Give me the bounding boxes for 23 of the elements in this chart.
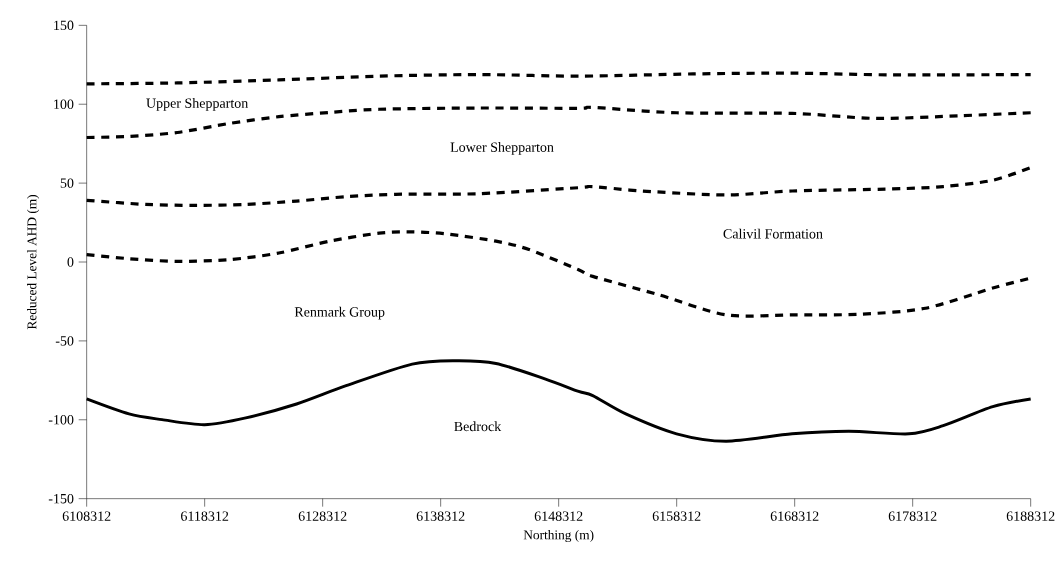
y-tick-label: -150: [48, 493, 74, 504]
y-tick-label: 150: [54, 20, 74, 31]
y-axis-title: Reduced Level AHD (m): [27, 195, 40, 330]
y-tick-label: 50: [60, 178, 74, 188]
y-tick-label: 0: [67, 257, 74, 267]
y-tick-label: -100: [48, 415, 74, 425]
x-tick-label: 6138312: [416, 511, 465, 521]
y-tick-label: 100: [54, 99, 74, 109]
x-tick-label: 6108312: [62, 511, 111, 521]
annotation: Calivil Formation: [723, 228, 823, 239]
annotation: Renmark Group: [294, 306, 385, 320]
y-tick-label: -50: [55, 336, 74, 346]
x-tick-label: 6128312: [298, 511, 347, 521]
annotation: Lower Shepparton: [450, 142, 554, 155]
x-tick-label: 6168312: [770, 511, 819, 521]
x-tick-label: 6148312: [534, 511, 583, 521]
x-axis-title: Northing (m): [523, 529, 594, 543]
x-tick-label: 6158312: [652, 511, 701, 521]
x-tick-label: 6118312: [181, 511, 229, 521]
x-tick-label: 6178312: [888, 511, 937, 521]
x-tick-label: 6188312: [1006, 511, 1055, 521]
annotation: Upper Shepparton: [146, 98, 249, 111]
annotation: Bedrock: [454, 421, 502, 432]
